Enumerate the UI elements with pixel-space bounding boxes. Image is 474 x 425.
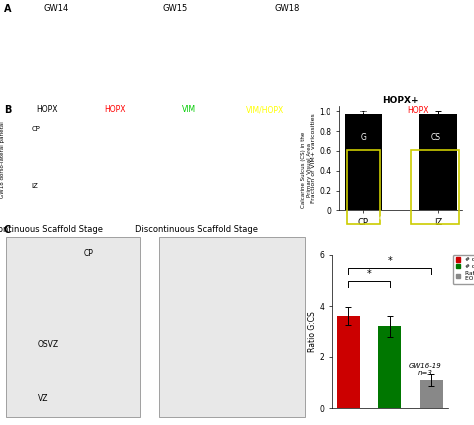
Text: VIM/HOPX: VIM/HOPX xyxy=(246,105,284,114)
Bar xyxy=(337,316,360,408)
Text: VIM: VIM xyxy=(182,105,196,114)
Bar xyxy=(347,150,380,224)
Text: GW18 dorso-lateral parietal: GW18 dorso-lateral parietal xyxy=(0,121,5,198)
Text: *: * xyxy=(367,269,372,279)
Text: C: C xyxy=(3,225,10,235)
Text: GW15: GW15 xyxy=(163,4,188,13)
Bar xyxy=(411,150,459,224)
Text: VZ: VZ xyxy=(38,394,49,402)
Text: Calcarine Sulcus (CS) in the
Primary Visual Area: Calcarine Sulcus (CS) in the Primary Vis… xyxy=(301,132,312,208)
Text: CP: CP xyxy=(84,249,94,258)
Legend: # of HOPX +ve cells, # of EOMES+ve cells, Ratio of HOPX to
EOMES+ve cells: # of HOPX +ve cells, # of EOMES+ve cells… xyxy=(453,255,474,284)
Text: GW18: GW18 xyxy=(347,106,370,115)
Bar xyxy=(378,326,401,408)
Bar xyxy=(419,114,456,210)
Text: *: * xyxy=(387,256,392,266)
Text: HOPX: HOPX xyxy=(36,105,58,114)
FancyBboxPatch shape xyxy=(159,237,305,417)
Text: GW16-19
n=3: GW16-19 n=3 xyxy=(409,363,441,376)
Text: GW18: GW18 xyxy=(275,4,301,13)
Bar xyxy=(345,114,382,210)
Text: Discontinuous Scaffold Stage: Discontinuous Scaffold Stage xyxy=(136,225,258,234)
Text: IZ: IZ xyxy=(31,183,38,189)
Text: GW14: GW14 xyxy=(44,4,69,13)
Y-axis label: Ratio G:CS: Ratio G:CS xyxy=(308,311,317,352)
Text: D: D xyxy=(328,106,336,116)
Text: HOPX: HOPX xyxy=(407,106,428,115)
Text: B: B xyxy=(4,105,11,116)
Title: HOPX+: HOPX+ xyxy=(382,96,419,105)
Text: Continuous Scaffold Stage: Continuous Scaffold Stage xyxy=(0,225,103,234)
Text: A: A xyxy=(3,4,11,14)
Text: 500μm: 500μm xyxy=(373,216,394,221)
Text: CP: CP xyxy=(31,126,40,132)
Text: HOPX: HOPX xyxy=(105,105,126,114)
Text: IZ: IZ xyxy=(104,156,111,162)
Text: CS: CS xyxy=(430,133,440,142)
Text: G: G xyxy=(361,133,366,142)
Text: OSVZ: OSVZ xyxy=(38,340,59,349)
Y-axis label: Fraction of VIM+ varicosities: Fraction of VIM+ varicosities xyxy=(311,113,316,203)
FancyBboxPatch shape xyxy=(6,237,140,417)
Bar xyxy=(420,380,443,408)
